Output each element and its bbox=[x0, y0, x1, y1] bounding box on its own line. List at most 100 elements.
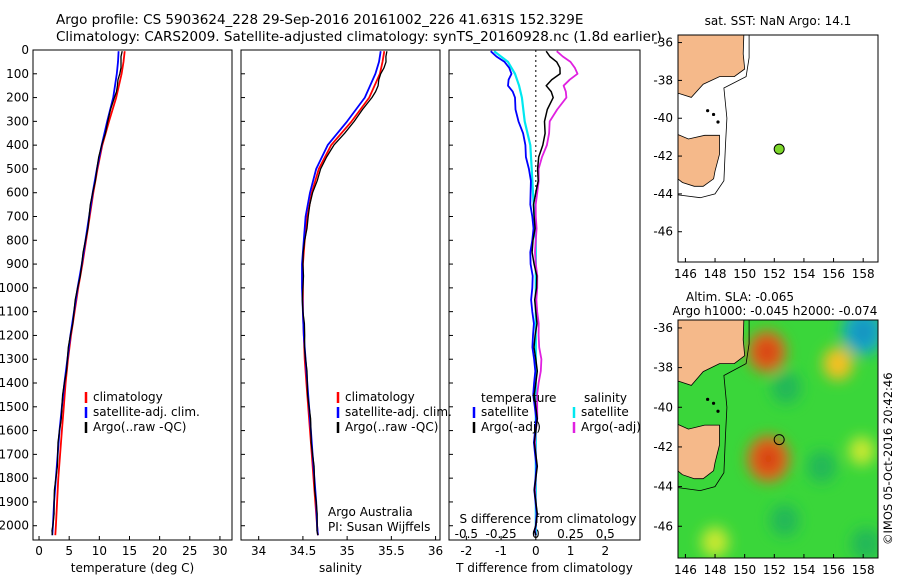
sla-anomaly-blob bbox=[851, 527, 878, 558]
series-climatology bbox=[54, 51, 126, 536]
x-tick-label: 0 bbox=[532, 544, 540, 558]
salinity-diff-tick-label: 0.25 bbox=[557, 527, 584, 541]
y-tick-label: 700 bbox=[6, 210, 29, 224]
land-tasmania bbox=[678, 134, 720, 187]
axes-frame-salinity bbox=[240, 49, 441, 541]
legend-entry: climatology bbox=[345, 390, 415, 404]
y-tick-label: 0 bbox=[21, 43, 29, 57]
y-tick-label: 1400 bbox=[0, 376, 29, 390]
legend-entry: satellite-adj. clim. bbox=[345, 405, 452, 419]
y-tick-label: 1100 bbox=[0, 305, 29, 319]
legend-entry: satellite bbox=[581, 405, 629, 419]
x-tick-label: 10 bbox=[92, 544, 107, 558]
y-tick-label: 1500 bbox=[0, 400, 29, 414]
copyright-stamp: ©IMOS 05-Oct-2016 20:42:46 bbox=[881, 372, 895, 545]
lat-tick-label: -42 bbox=[653, 440, 673, 454]
map-frame bbox=[677, 319, 879, 559]
series-argo-raw-qc- bbox=[51, 51, 123, 536]
x-tick-label: -1 bbox=[495, 544, 507, 558]
y-tick-label: 800 bbox=[6, 233, 29, 247]
panel-salinity: 34 34.5 35 35.5 36 salinity climatologysatelli… bbox=[240, 49, 452, 575]
x-axis-label-salinity-diff: S difference from climatology bbox=[460, 512, 637, 526]
lat-tick-label: -46 bbox=[653, 225, 673, 239]
legend-entry: satellite bbox=[481, 405, 529, 419]
lat-tick-label: -42 bbox=[653, 149, 673, 163]
x-tick-label: 25 bbox=[182, 544, 197, 558]
map-sla_map: 146 148 150 152 154 156 158 -36 -38 -40 -42 -44 -46 A… bbox=[653, 290, 879, 577]
series-salinity-argo-adj- bbox=[534, 50, 579, 536]
legend-title-salinity: salinity bbox=[584, 391, 627, 405]
salinity-diff-tick-label: -0.25 bbox=[486, 527, 517, 541]
lon-tick-label: 150 bbox=[733, 563, 756, 577]
lat-tick-label: -44 bbox=[653, 187, 673, 201]
lon-tick-label: 146 bbox=[674, 563, 697, 577]
sla-anomaly-blob bbox=[770, 504, 800, 537]
legend-entry: Argo(..raw -QC) bbox=[345, 420, 438, 434]
island bbox=[706, 109, 710, 113]
argo-float-marker bbox=[773, 143, 785, 155]
sla-anomaly-core bbox=[758, 341, 776, 363]
lat-tick-label: -44 bbox=[653, 480, 673, 494]
lon-tick-label: 152 bbox=[763, 563, 786, 577]
series-temperature-satellite bbox=[490, 50, 538, 536]
coastline bbox=[678, 320, 750, 492]
y-tick-label: 1700 bbox=[0, 447, 29, 461]
legend-title-temperature: temperature bbox=[481, 391, 556, 405]
lon-tick-label: 158 bbox=[852, 563, 875, 577]
land-mainland bbox=[678, 320, 746, 386]
map-sst_map: 146 148 150 152 154 156 158 -36 -38 -40 -42 -44 -46 s… bbox=[653, 14, 879, 281]
lon-tick-label: 156 bbox=[822, 267, 845, 281]
lon-tick-label: 154 bbox=[792, 563, 815, 577]
lat-tick-label: -38 bbox=[653, 73, 673, 87]
shelf-contour bbox=[678, 35, 750, 199]
y-tick-label: 400 bbox=[6, 138, 29, 152]
y-tick-label: 1800 bbox=[0, 471, 29, 485]
salinity-diff-tick-label: -0.5 bbox=[455, 527, 478, 541]
sla-anomalies bbox=[701, 320, 878, 558]
sla-anomaly-blob bbox=[701, 526, 729, 558]
island bbox=[711, 112, 716, 117]
y-tick-label: 2000 bbox=[0, 519, 29, 533]
argo-float-marker bbox=[773, 434, 785, 446]
axes-frame-difference bbox=[448, 49, 641, 541]
sst-map-title: sat. SST: NaN Argo: 14.1 bbox=[705, 14, 852, 28]
y-tick-label: 200 bbox=[6, 91, 29, 105]
x-tick-label: 30 bbox=[212, 544, 227, 558]
x-axis-label-salinity: salinity bbox=[319, 561, 362, 575]
sla-anomaly-core bbox=[758, 447, 778, 471]
y-tick-label: 500 bbox=[6, 162, 29, 176]
sla-anomaly-core bbox=[853, 320, 873, 344]
land-tasmania bbox=[678, 424, 720, 480]
y-tick-label: 300 bbox=[6, 114, 29, 128]
series-climatology bbox=[301, 51, 386, 536]
legend-entry: Argo(..raw -QC) bbox=[93, 420, 186, 434]
sla-anomaly-blob bbox=[823, 347, 853, 381]
x-tick-label: 1 bbox=[567, 544, 575, 558]
map-frame bbox=[677, 34, 879, 263]
lon-tick-label: 156 bbox=[822, 563, 845, 577]
lat-tick-label: -40 bbox=[653, 111, 673, 125]
legend-entry: Argo(-adj) bbox=[581, 420, 641, 434]
lon-tick-label: 158 bbox=[852, 267, 875, 281]
x-tick-label: 36 bbox=[428, 544, 443, 558]
x-axis-label-temperature: temperature (deg C) bbox=[71, 561, 194, 575]
salinity-diff-tick-label: 0.5 bbox=[596, 527, 615, 541]
sla-anomaly-blob bbox=[771, 370, 802, 404]
legend-entry: climatology bbox=[93, 390, 163, 404]
panel-temperature: 0100200300400500600700800900100011001200… bbox=[0, 43, 233, 575]
series-temperature-argo-adj- bbox=[531, 50, 561, 536]
island bbox=[716, 409, 720, 413]
lat-tick-label: -46 bbox=[653, 519, 673, 533]
y-tick-label: 1000 bbox=[0, 281, 29, 295]
x-axis-label-difference: T difference from climatology bbox=[455, 561, 633, 575]
x-tick-label: 34 bbox=[251, 544, 266, 558]
y-tick-label: 100 bbox=[6, 67, 29, 81]
series-salinity-satellite bbox=[493, 50, 537, 536]
x-tick-label: 34.5 bbox=[290, 544, 317, 558]
panel-difference: -2 -1 0 1 2 T difference from climatology -0.5… bbox=[448, 49, 641, 575]
lon-tick-label: 148 bbox=[704, 563, 727, 577]
x-tick-label: 35 bbox=[339, 544, 354, 558]
y-tick-label: 1300 bbox=[0, 352, 29, 366]
sla-anomaly-blob bbox=[848, 436, 875, 466]
